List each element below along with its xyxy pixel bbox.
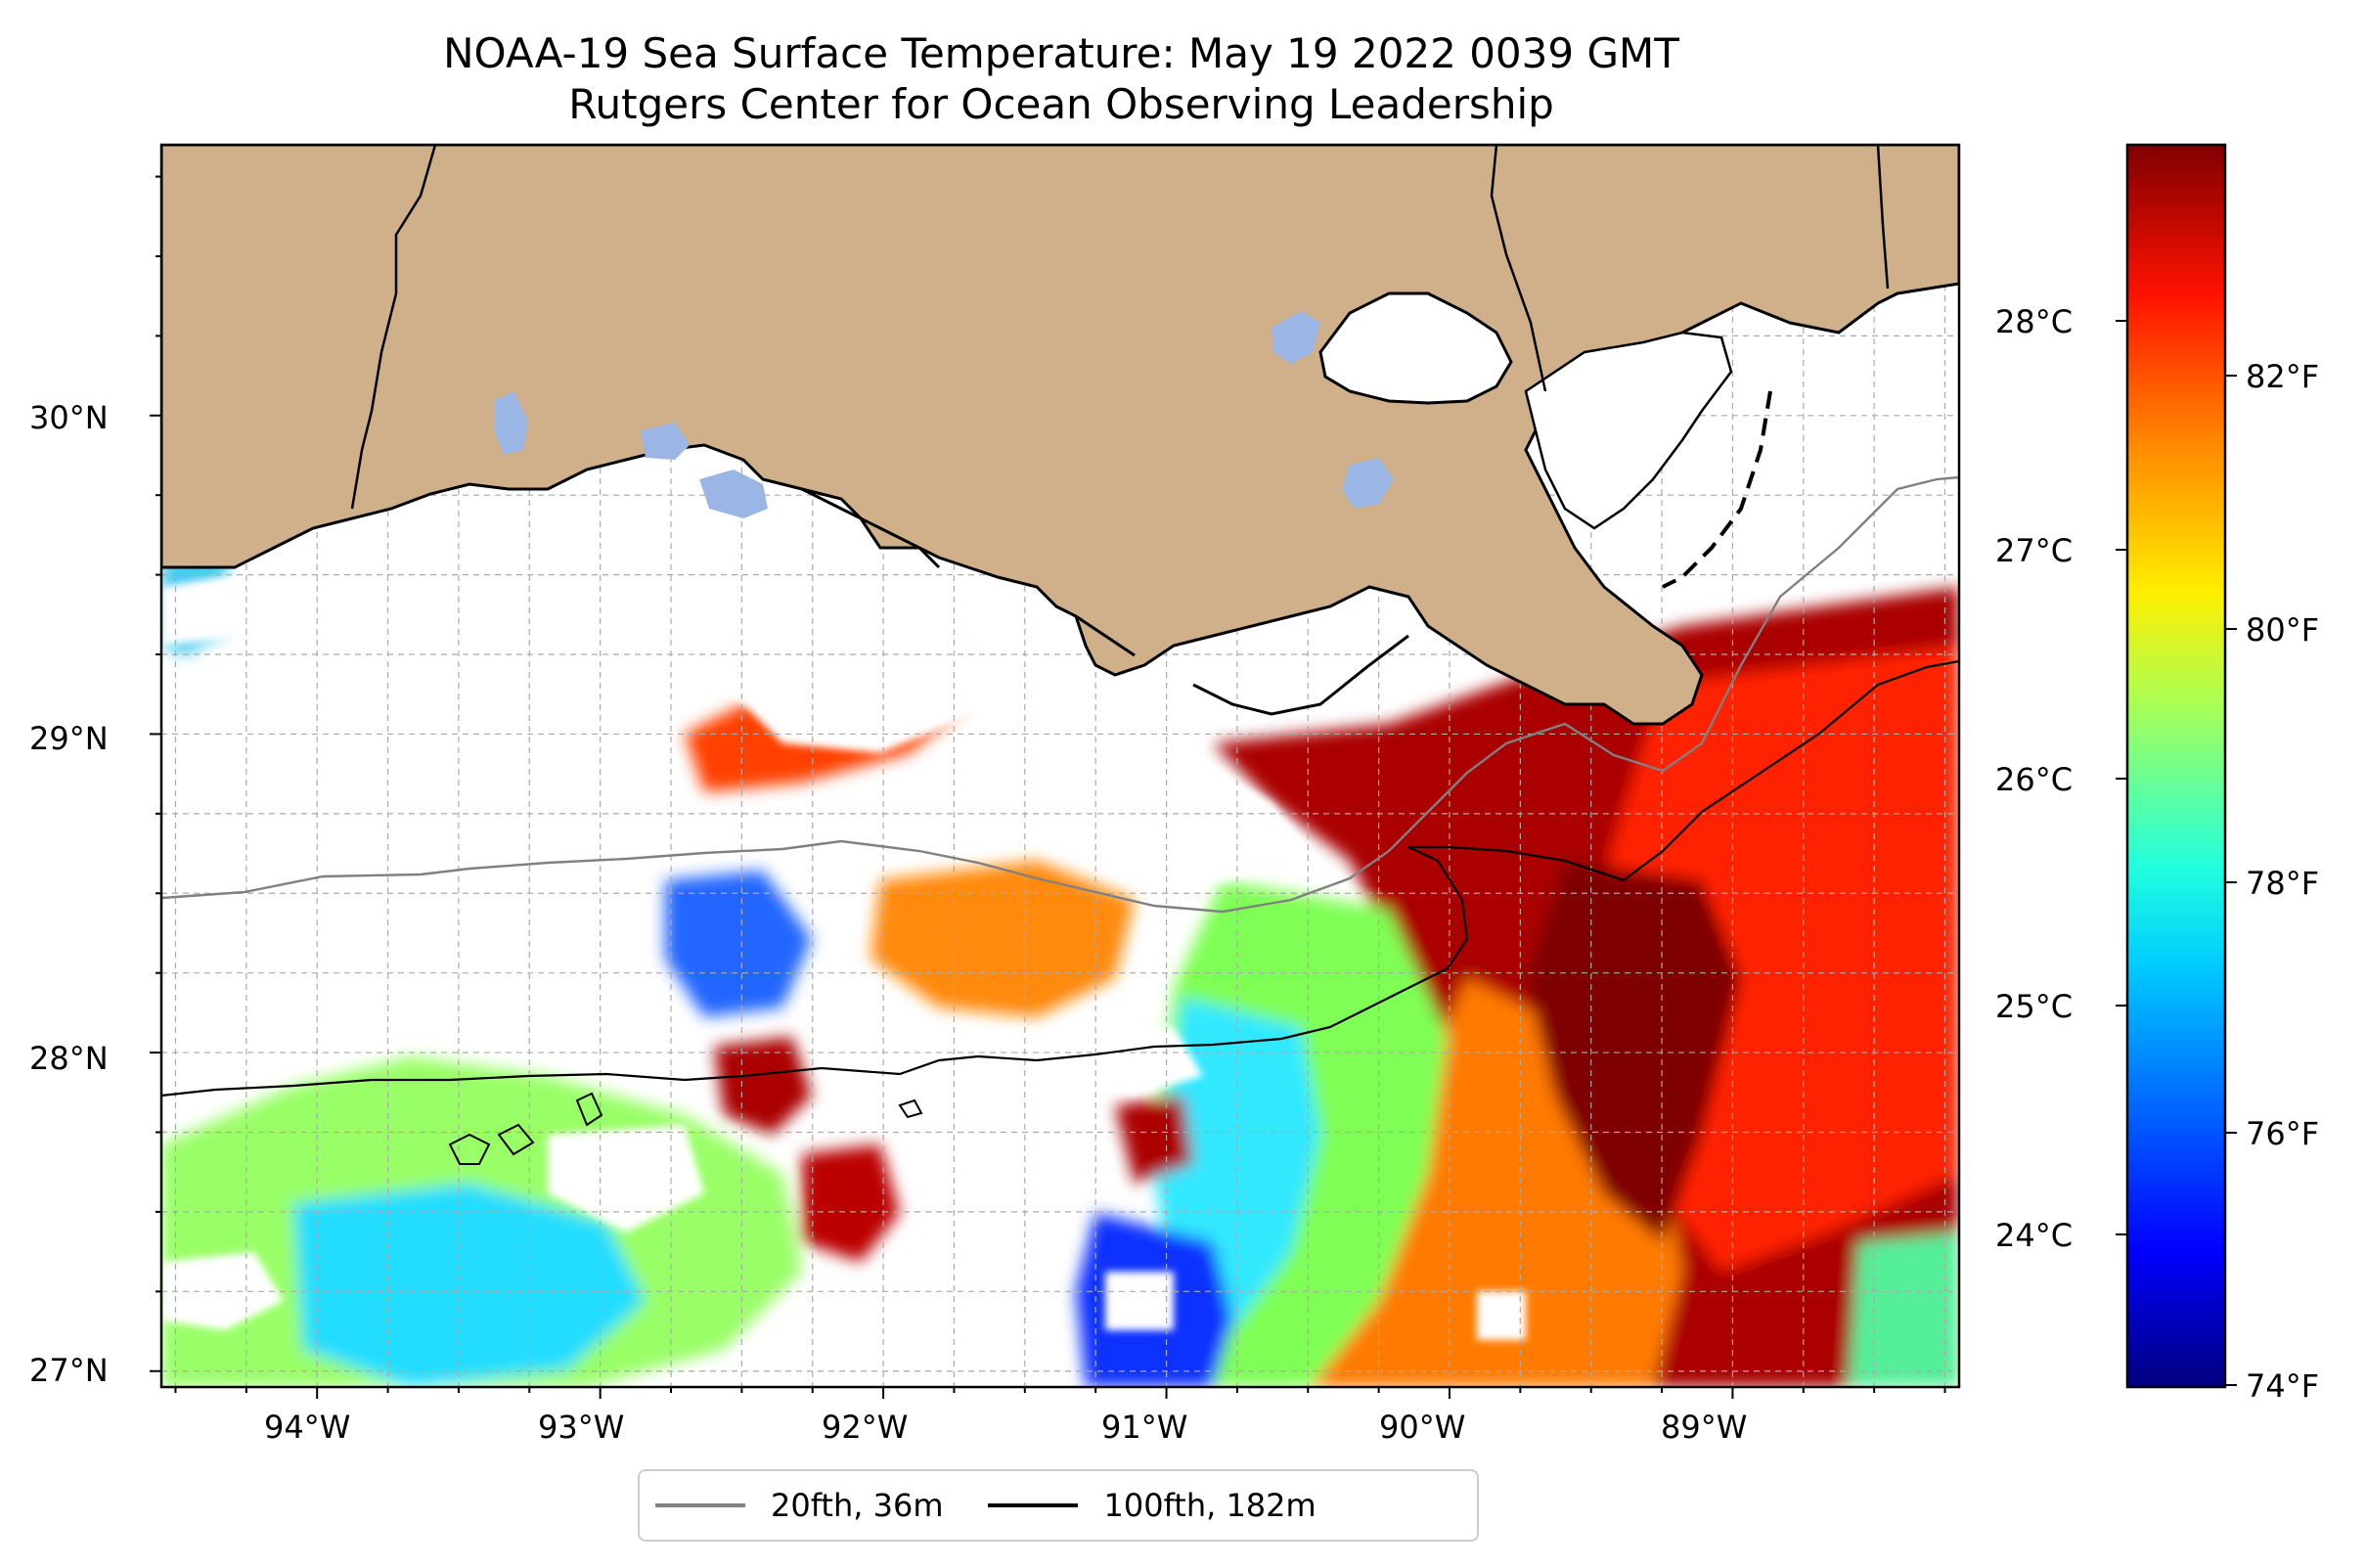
sst-red-west-2	[802, 1144, 900, 1262]
lake-marsh-4	[1342, 458, 1394, 509]
lat-tick-30n: 30°N	[29, 399, 109, 436]
lon-tick-91w: 91°W	[1101, 1409, 1188, 1446]
lat-tick-29n: 29°N	[29, 720, 109, 757]
east-marsh-water	[1524, 331, 1733, 530]
cloud-mask-7	[1105, 1272, 1174, 1330]
legend-item-20fth: 20fth, 36m	[655, 1487, 943, 1524]
sst-blue-mid	[665, 871, 812, 1017]
lat-tick-27n: 27°N	[29, 1352, 109, 1389]
colorbar-c-27: 27°C	[1995, 532, 2074, 569]
lat-tick-28n: 28°N	[29, 1040, 109, 1077]
colorbar-c-25: 25°C	[1995, 988, 2074, 1025]
colorbar-c-26: 26°C	[1995, 761, 2074, 798]
lon-tick-92w: 92°W	[822, 1409, 909, 1446]
colorbar-c-24: 24°C	[1995, 1217, 2074, 1254]
cloud-mask-4	[1037, 1027, 1203, 1096]
lon-tick-94w: 94°W	[264, 1409, 351, 1446]
colorbar-f-74: 74°F	[2246, 1367, 2320, 1405]
cloud-mask-2	[161, 685, 685, 880]
sst-green-east-south	[1849, 1232, 1959, 1387]
lake-marsh-1	[1272, 311, 1320, 364]
colorbar-f-78: 78°F	[2246, 865, 2320, 902]
chart-title-line1: NOAA-19 Sea Surface Temperature: May 19 …	[443, 29, 1679, 77]
cloud-mask-6	[939, 1056, 1037, 1135]
cloud-mask-9	[1477, 1291, 1526, 1340]
legend-label-20fth: 20fth, 36m	[771, 1487, 944, 1524]
sst-red-mid-2	[1115, 1096, 1193, 1184]
lake-marsh-2	[699, 470, 768, 518]
cloud-mask-5	[548, 1125, 704, 1232]
cloud-mask-1	[161, 548, 1320, 880]
legend-item-100fth: 100fth, 182m	[988, 1487, 1316, 1524]
chart-title-line2: Rutgers Center for Ocean Observing Leade…	[568, 80, 1554, 128]
colorbar-f-80: 80°F	[2246, 611, 2320, 649]
axis-ticks	[150, 175, 1946, 1399]
colorbar-c-28: 28°C	[1995, 303, 2074, 340]
colorbar-f-82: 82°F	[2246, 358, 2320, 395]
map-legend: 20fth, 36m 100fth, 182m	[638, 1469, 1479, 1542]
legend-swatch-100fth	[988, 1503, 1079, 1507]
legend-label-100fth: 100fth, 182m	[1103, 1487, 1316, 1524]
state-boundary-3	[1876, 145, 1890, 290]
isobath-100fth-islands	[448, 1092, 923, 1165]
isobath-100fth	[161, 659, 1959, 1098]
cloud-mask-3	[161, 880, 460, 1027]
lake-pontchartrain	[1318, 291, 1513, 405]
sst-red-west	[714, 1037, 812, 1135]
sst-cyan-west	[293, 1184, 646, 1387]
sst-dark-core	[1526, 861, 1741, 1242]
colorbar	[2125, 143, 2227, 1389]
sst-orange-mid	[870, 861, 1135, 1017]
sabine-lake	[494, 391, 528, 455]
isobath-20fth	[161, 475, 1959, 914]
lon-tick-90w: 90°W	[1379, 1409, 1466, 1446]
coastline-inner	[801, 487, 1409, 716]
map-frame	[159, 143, 1961, 1389]
state-boundary-2	[1490, 145, 1547, 392]
lake-marsh-3	[641, 423, 690, 460]
cloud-mask-8	[161, 1252, 284, 1330]
legend-swatch-20fth	[655, 1503, 745, 1507]
colorbar-ticks	[2116, 320, 2237, 1386]
lon-tick-89w: 89°W	[1661, 1409, 1748, 1446]
state-boundary-1	[350, 145, 437, 510]
lon-tick-93w: 93°W	[538, 1409, 625, 1446]
chandeleur-islands	[1662, 390, 1772, 589]
colorbar-f-76: 76°F	[2246, 1115, 2320, 1152]
